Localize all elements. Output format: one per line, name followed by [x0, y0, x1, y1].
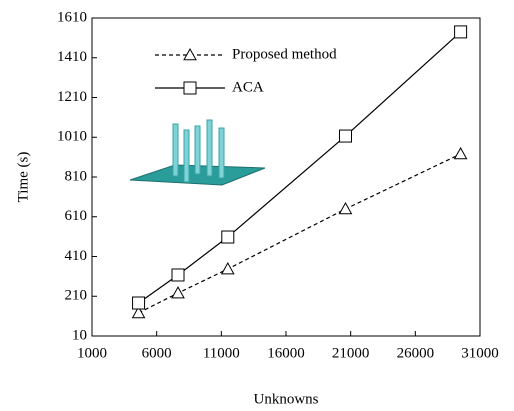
data-point [222, 263, 234, 274]
y-tick-label: 210 [65, 288, 88, 304]
y-axis-label: Time (s) [15, 152, 31, 203]
x-tick-label: 16000 [267, 345, 305, 361]
data-point [455, 26, 467, 38]
x-tick-label: 31000 [461, 345, 499, 361]
data-point [339, 130, 351, 142]
data-point [455, 148, 467, 159]
y-tick-label: 1610 [57, 9, 87, 25]
chart: Unknowns Time (s) 10 210 410 610 810 1010 1210… [0, 0, 514, 411]
data-point [133, 297, 145, 309]
data-point [172, 287, 184, 298]
x-tick-label: 21000 [332, 345, 370, 361]
legend-marker [184, 82, 196, 94]
data-point [222, 231, 234, 243]
y-tick-label: 410 [65, 248, 88, 264]
x-axis-label: Unknowns [253, 391, 318, 407]
data-point [172, 269, 184, 281]
x-tick-label: 1000 [77, 345, 107, 361]
y-tick-label: 610 [65, 208, 88, 224]
x-tick-label: 11000 [203, 345, 240, 361]
y-tick-label: 1010 [57, 129, 87, 145]
y-tick-label: 1210 [57, 89, 87, 105]
legend-label: Proposed method [232, 46, 337, 62]
y-tick-label: 10 [72, 327, 87, 343]
x-tick-label: 26000 [397, 345, 435, 361]
inset-image [130, 120, 265, 185]
legend-label: ACA [232, 79, 264, 95]
y-tick-label: 1410 [57, 49, 87, 65]
data-point [339, 203, 351, 214]
y-tick-label: 810 [65, 168, 88, 184]
x-tick-label: 6000 [142, 345, 172, 361]
